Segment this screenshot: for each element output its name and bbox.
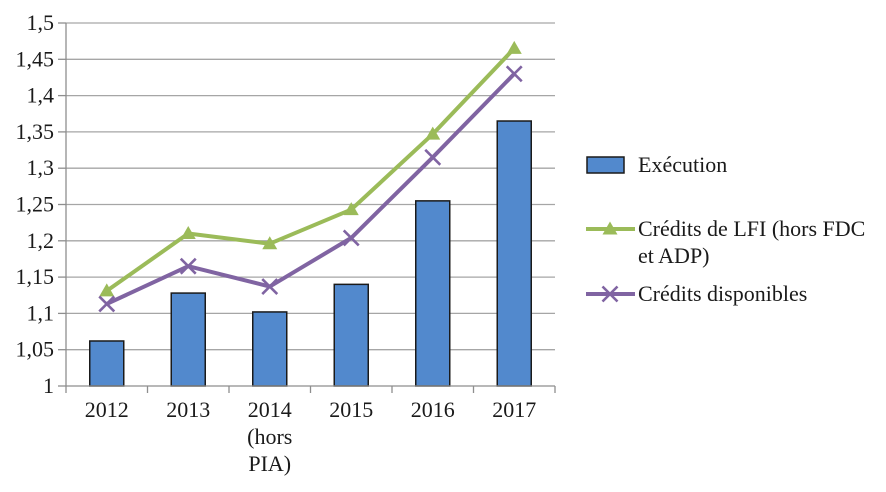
x-tick-label: (hors (247, 424, 292, 449)
legend-item-disponibles: Crédits disponibles (586, 280, 884, 307)
lfi-triangle-marker (180, 226, 196, 240)
series-line-disponibles (105, 72, 516, 306)
bar-2012 (89, 340, 125, 387)
legend-label-lfi-line2: et ADP) (638, 243, 710, 268)
y-tick-label: 1,35 (16, 119, 55, 144)
lfi-legend-triangle-marker (602, 221, 618, 235)
x-tick-label: 2016 (411, 397, 455, 422)
disponibles-x-marker (505, 65, 523, 83)
bar-2015 (333, 283, 369, 387)
y-tick-label: 1,5 (27, 10, 55, 35)
legend-item-execution: Exécution (586, 151, 884, 179)
bar-2014 (252, 311, 288, 387)
lfi-triangle-marker (343, 202, 359, 216)
disponibles-x-marker (98, 295, 116, 313)
legend-label-disponibles: Crédits disponibles (638, 281, 808, 306)
lfi-line-marker-icon (586, 221, 635, 235)
execution-swatch-icon (586, 156, 625, 174)
legend-label-execution: Exécution (638, 152, 728, 177)
lfi-triangle-marker (262, 236, 278, 250)
y-tick-label: 1,45 (16, 46, 55, 71)
x-tick-label: 2012 (85, 397, 129, 422)
disponibles-x-marker (424, 148, 442, 166)
lfi-triangle-marker (99, 283, 115, 297)
x-tick-label: 2015 (329, 397, 373, 422)
lfi-triangle-marker (506, 40, 522, 54)
y-tick-label: 1,05 (16, 337, 55, 362)
legend-label-lfi: Crédits de LFI (hors FDC et ADP) (638, 215, 865, 269)
disponibles-x-marker (179, 257, 197, 275)
series-line-lfi (105, 47, 516, 293)
x-tick-label: 2013 (166, 397, 210, 422)
y-tick-label: 1,15 (16, 264, 55, 289)
bar-2017 (496, 120, 532, 387)
legend-item-lfi: Crédits de LFI (hors FDC et ADP) (586, 215, 884, 269)
disponibles-legend-x-marker (601, 285, 619, 303)
bar-2013 (170, 292, 206, 387)
bar-2016 (415, 200, 451, 387)
y-tick-label: 1 (43, 373, 54, 398)
x-tick-label: 2017 (492, 397, 536, 422)
y-tick-label: 1,2 (27, 228, 55, 253)
disponibles-x-marker (261, 278, 279, 295)
disponibles-x-marker (342, 229, 360, 247)
y-tick-label: 1,25 (16, 192, 55, 217)
x-tick-label: 2014 (248, 397, 292, 422)
disponibles-line-marker-icon (586, 285, 635, 303)
lfi-triangle-marker (425, 126, 441, 140)
chart-legend: Exécution Crédits de LFI (hors FDC et AD… (586, 151, 884, 307)
x-tick-label: PIA) (248, 451, 291, 476)
y-tick-label: 1,4 (27, 83, 55, 108)
execution-swatch (586, 156, 625, 174)
y-tick-label: 1,3 (27, 155, 55, 180)
legend-label-lfi-line1: Crédits de LFI (hors FDC (638, 216, 866, 241)
y-tick-label: 1,1 (27, 300, 55, 325)
